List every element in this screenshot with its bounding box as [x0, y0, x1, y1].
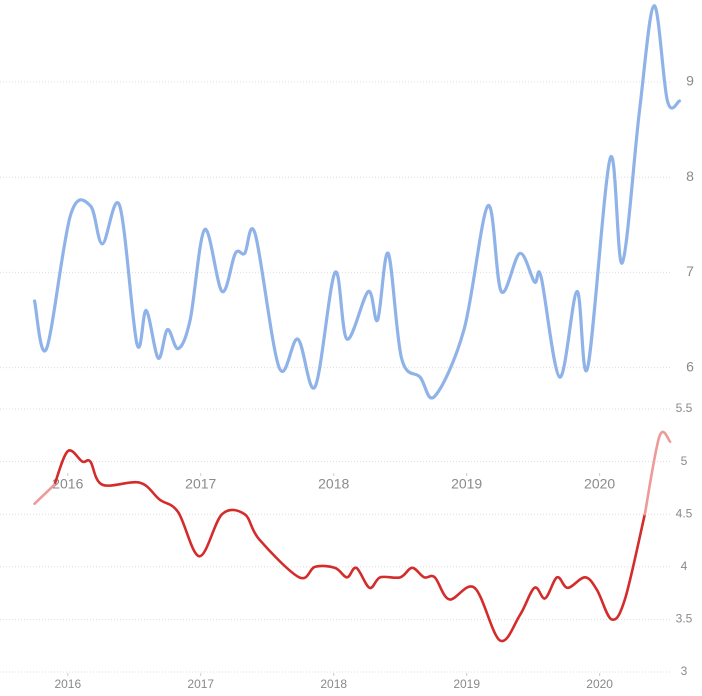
x-tick-label: 2019 — [451, 476, 482, 492]
y-tick-label: 4.5 — [676, 506, 693, 520]
y-tick-label: 4 — [681, 559, 688, 573]
x-tick-label: 2020 — [584, 476, 615, 492]
y-tick-label: 7 — [686, 263, 694, 279]
x-tick-label: 2017 — [187, 677, 214, 691]
y-tick-label: 5.5 — [676, 401, 693, 415]
x-tick-label: 2018 — [318, 476, 349, 492]
data-line — [53, 449, 647, 643]
y-tick-label: 6 — [686, 358, 694, 374]
x-tick-label: 2019 — [453, 677, 480, 691]
data-line — [33, 483, 56, 505]
x-tick-label: 2017 — [185, 476, 216, 492]
y-tick-label: 5 — [681, 454, 688, 468]
y-tick-label: 3.5 — [676, 612, 693, 626]
y-tick-label: 8 — [686, 168, 694, 184]
data-line — [32, 4, 681, 400]
x-tick-label: 2020 — [586, 677, 613, 691]
y-tick-label: 3 — [681, 664, 688, 678]
x-tick-label: 2016 — [52, 476, 83, 492]
data-line — [643, 430, 672, 516]
y-tick-label: 9 — [686, 73, 694, 89]
x-tick-label: 2018 — [320, 677, 347, 691]
x-tick-label: 2016 — [54, 677, 81, 691]
